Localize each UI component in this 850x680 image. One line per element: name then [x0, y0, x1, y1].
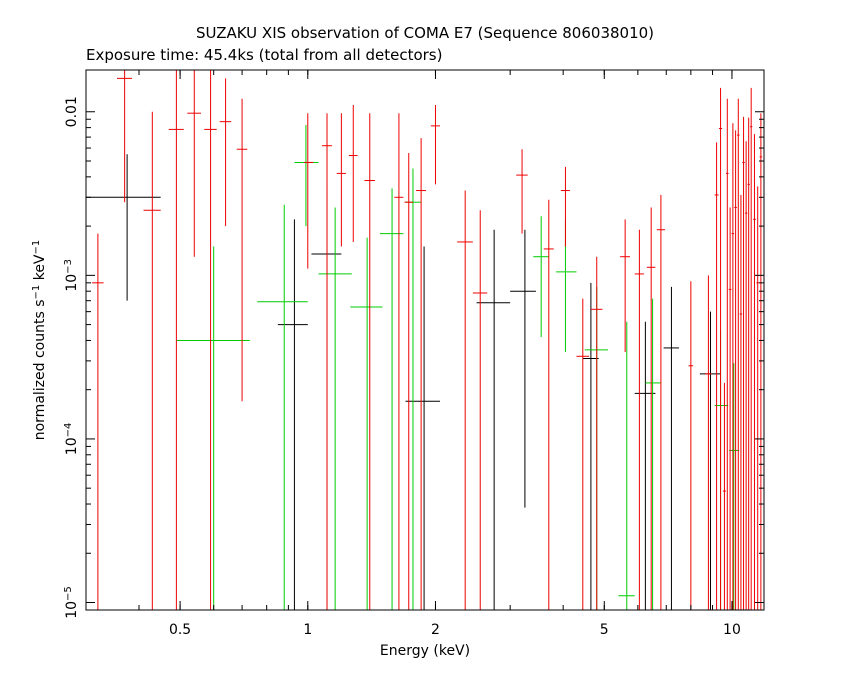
data-point: [117, 70, 132, 203]
data-point: [728, 207, 732, 610]
chart-subtitle: Exposure time: 45.4ks (total from all de…: [86, 46, 442, 64]
data-point: [187, 70, 201, 257]
data-point: [725, 98, 729, 610]
data-point: [380, 188, 404, 610]
data-point: [688, 281, 694, 610]
data-point: [634, 229, 644, 610]
data-point: [737, 98, 740, 610]
data-point: [742, 116, 745, 610]
data-point: [620, 219, 631, 352]
data-point: [533, 216, 549, 337]
data-point: [430, 104, 441, 185]
data-point: [394, 113, 404, 610]
x-tick-label: 1: [303, 622, 312, 638]
data-point: [731, 123, 735, 610]
data-point: [304, 113, 314, 269]
data-point: [646, 207, 656, 610]
data-point: [582, 282, 599, 610]
y-tick-label-exp: −3: [63, 259, 74, 274]
x-tick-label: 0.5: [169, 622, 191, 638]
data-point: [416, 138, 427, 610]
y-axis-label-exp1: −1: [31, 285, 42, 300]
data-point: [576, 298, 589, 610]
data-point: [753, 134, 756, 610]
data-point: [86, 154, 161, 301]
data-point: [756, 186, 759, 610]
data-point: [744, 141, 748, 610]
data-point: [318, 207, 352, 610]
data-point: [510, 229, 536, 508]
data-point: [204, 70, 217, 610]
x-axis-label: Energy (keV): [380, 643, 470, 659]
data-point: [645, 298, 661, 610]
y-tick-label-exp: −5: [63, 586, 74, 601]
data-point: [405, 246, 441, 610]
data-point: [350, 237, 383, 610]
data-point: [364, 113, 375, 610]
plot-area: [86, 70, 763, 610]
y-tick-label-base: 10: [64, 437, 80, 455]
data-point: [457, 190, 473, 610]
data-point: [336, 113, 346, 247]
data-point: [257, 204, 308, 610]
data-point: [143, 111, 161, 610]
x-tick-label: 2: [431, 622, 440, 638]
data-point: [516, 149, 528, 234]
data-point: [476, 229, 511, 610]
y-axis-label-mid: keV: [32, 254, 48, 285]
data-point: [556, 219, 577, 352]
data-point: [663, 286, 679, 610]
data-point: [348, 104, 358, 242]
data-point: [321, 113, 332, 610]
y-tick-label-base: 10: [64, 601, 80, 619]
data-point: [543, 199, 554, 610]
data-point: [168, 70, 184, 610]
y-axis: 10−510−410−30.01: [63, 96, 764, 619]
y-tick-label-base: 10: [64, 274, 80, 292]
data-point: [590, 256, 603, 610]
data-point: [294, 124, 319, 227]
data-point: [722, 382, 726, 610]
y-axis-label: normalized counts s−1 keV−1: [31, 240, 49, 441]
data-point: [236, 98, 248, 402]
data-point: [718, 87, 723, 610]
y-tick-label: 10−5: [63, 586, 81, 619]
data-point: [560, 166, 570, 247]
data-point: [734, 130, 737, 610]
data-point: [277, 219, 308, 610]
x-tick-label: 10: [723, 622, 741, 638]
data-point: [405, 168, 422, 610]
data-point: [750, 87, 753, 610]
data-point: [739, 194, 743, 610]
data-point: [714, 142, 719, 610]
data-point: [634, 321, 656, 610]
data-point: [759, 113, 763, 610]
data-point: [747, 117, 750, 610]
chart-title: SUZAKU XIS observation of COMA E7 (Seque…: [196, 24, 654, 42]
y-axis-label-main: normalized counts s: [32, 299, 48, 440]
data-point: [705, 275, 712, 610]
y-tick-label: 0.01: [64, 96, 80, 127]
data-point: [311, 190, 342, 610]
y-tick-label: 10−4: [63, 423, 81, 456]
y-tick-label-exp: −4: [63, 423, 74, 438]
x-tick-label: 5: [600, 622, 609, 638]
y-axis-label-exp2: −1: [31, 240, 42, 255]
data-point: [729, 363, 740, 610]
data-point: [92, 233, 104, 610]
y-tick-label: 10−3: [63, 259, 81, 292]
data-point: [176, 246, 250, 610]
data-point: [618, 321, 635, 610]
data-point: [472, 210, 488, 610]
data-point: [404, 152, 413, 610]
data-point: [219, 78, 232, 227]
data-point: [699, 311, 721, 610]
x-axis: 0.5 1 2 5 10: [85, 70, 741, 638]
y-tick-label-base: 0.01: [64, 96, 80, 127]
data-point: [656, 194, 665, 610]
